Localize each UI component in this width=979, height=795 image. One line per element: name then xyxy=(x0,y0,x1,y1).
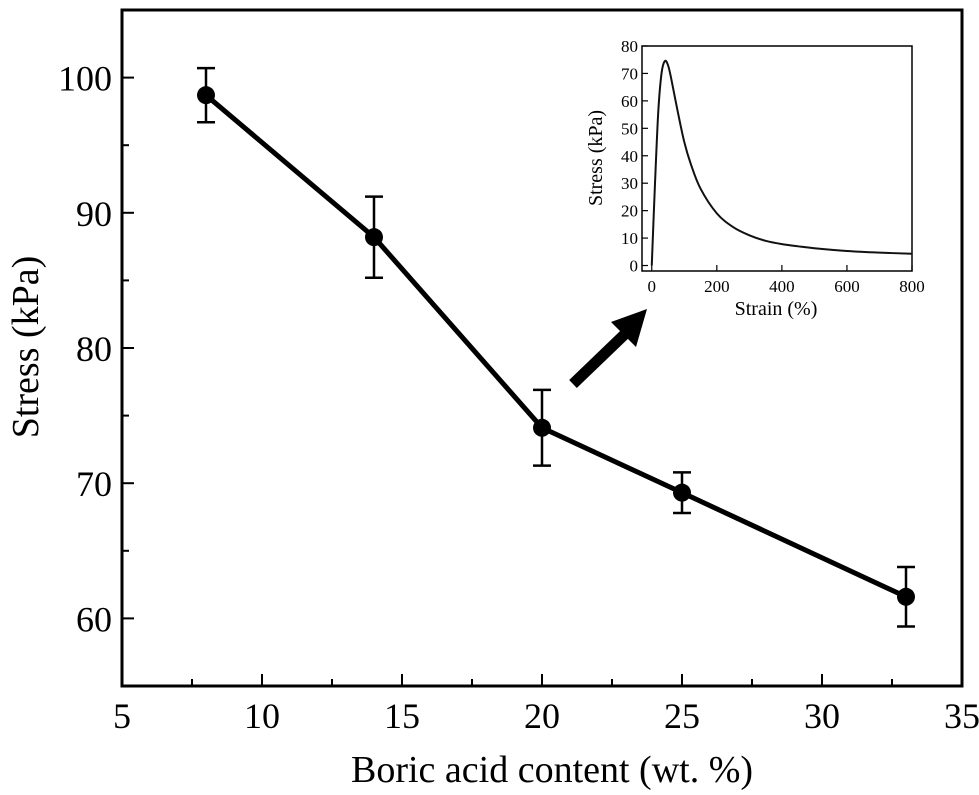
inset-y-tick-label: 60 xyxy=(621,92,638,111)
inset-x-tick-label: 400 xyxy=(769,277,795,296)
inset-stress-strain-curve xyxy=(650,59,913,266)
inset-y-tick-label: 40 xyxy=(621,147,638,166)
inset-x-tick-label: 800 xyxy=(899,277,925,296)
x-tick-label: 15 xyxy=(384,696,420,736)
y-tick-label: 100 xyxy=(58,59,112,99)
x-tick-label: 25 xyxy=(664,696,700,736)
data-point xyxy=(673,471,691,515)
x-tick-label: 35 xyxy=(944,696,979,736)
inset-y-tick-label: 0 xyxy=(630,257,639,276)
y-tick-label: 60 xyxy=(76,599,112,639)
data-point xyxy=(897,565,915,628)
inset-y-tick-label: 20 xyxy=(621,202,638,221)
data-point xyxy=(365,195,383,279)
data-marker xyxy=(197,86,215,105)
inset-y-tick-label: 10 xyxy=(621,229,638,248)
arrow-shaft xyxy=(569,330,629,388)
inset-y-tick-label: 50 xyxy=(621,119,638,138)
x-tick-label: 10 xyxy=(244,696,280,736)
data-marker xyxy=(365,228,383,247)
data-marker xyxy=(897,587,915,606)
inset-y-tick-label: 80 xyxy=(621,37,638,56)
y-tick-label: 90 xyxy=(76,194,112,234)
arrow-head xyxy=(611,309,647,347)
x-tick-label: 20 xyxy=(524,696,560,736)
inset-plot: 0 200 400 600 800 0 10 20 30 40 50 60 70 80 xyxy=(621,37,925,296)
x-tick-label: 5 xyxy=(113,696,131,736)
data-marker xyxy=(673,483,691,502)
y-tick-label: 70 xyxy=(76,464,112,504)
inset-x-tick-label: 0 xyxy=(648,277,657,296)
inset-y-axis-label: Stress (kPa) xyxy=(585,110,607,206)
x-axis-label: Boric acid content (wt. %) xyxy=(351,749,753,791)
x-tick-label: 30 xyxy=(804,696,840,736)
y-tick-label: 80 xyxy=(76,329,112,369)
inset-x-tick-label: 200 xyxy=(704,277,730,296)
data-point xyxy=(197,66,215,124)
y-axis-label: Stress (kPa) xyxy=(5,256,47,439)
inset-x-tick-label: 600 xyxy=(834,277,860,296)
inset-x-axis-label: Strain (%) xyxy=(735,298,818,320)
data-point xyxy=(533,388,551,467)
inset-y-tick-label: 30 xyxy=(621,174,638,193)
inset-y-tick-label: 70 xyxy=(621,64,638,83)
inset-frame xyxy=(641,45,913,272)
data-marker xyxy=(533,418,551,437)
callout-arrow xyxy=(569,309,647,388)
